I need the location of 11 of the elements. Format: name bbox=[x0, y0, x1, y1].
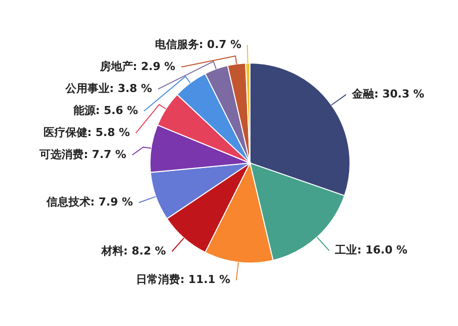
slice-label: 金融: 30.3 % bbox=[351, 88, 424, 101]
slice-label: 信息技术: 7.9 % bbox=[45, 196, 133, 209]
slice-label: 材料: 8.2 % bbox=[100, 244, 166, 258]
slice-label: 房地产: 2.9 % bbox=[98, 60, 176, 74]
slice-label: 公用事业: 3.8 % bbox=[64, 82, 152, 96]
slice-label: 工业: 16.0 % bbox=[334, 244, 408, 257]
slice-label: 医疗保健: 5.8 % bbox=[43, 126, 130, 140]
slice-label: 可选消费: 7.7 % bbox=[38, 148, 126, 162]
slice-label: 能源: 5.6 % bbox=[73, 104, 138, 118]
slice-label: 日常消费: 11.1 % bbox=[136, 273, 230, 286]
slice-label: 电信服务: 0.7 % bbox=[154, 38, 242, 52]
